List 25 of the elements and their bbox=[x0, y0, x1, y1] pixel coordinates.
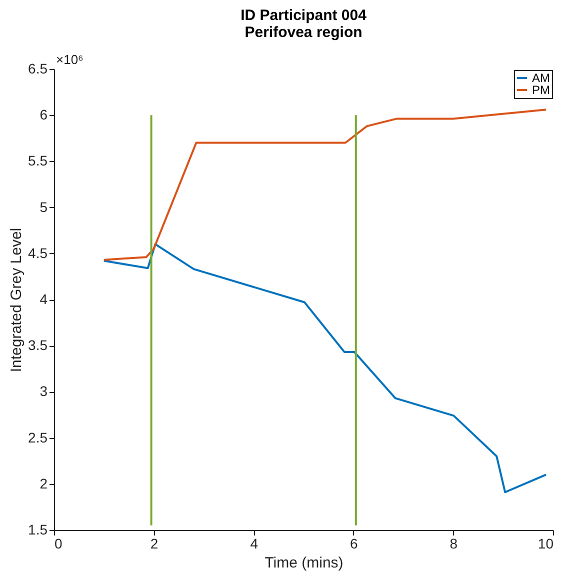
y-tick-label: 4 bbox=[40, 291, 48, 307]
y-tick-label: 5 bbox=[40, 198, 48, 215]
legend-label: PM bbox=[532, 83, 550, 97]
y-tick-label: 4.5 bbox=[28, 244, 48, 261]
text: ×10⁶ bbox=[56, 52, 84, 67]
y-axis-title: Integrated Grey Level bbox=[8, 228, 26, 372]
x-tick-label: 10 bbox=[538, 536, 554, 552]
x-tick-label: 0 bbox=[54, 536, 62, 552]
y-tick-label: 1.5 bbox=[28, 522, 48, 538]
legend-label: AM bbox=[532, 71, 550, 85]
y-tick-label: 6 bbox=[40, 106, 48, 123]
y-tick-label: 5.5 bbox=[28, 152, 48, 169]
x-axis-title: Time (mins) bbox=[264, 554, 344, 572]
y-tick-label: 3 bbox=[40, 383, 48, 400]
line-series bbox=[102, 243, 548, 494]
x-tick-label: 6 bbox=[350, 536, 358, 552]
y-tick-label: 3.5 bbox=[28, 337, 48, 354]
x-tick-label: 8 bbox=[450, 536, 458, 552]
x-tick-label: 2 bbox=[150, 536, 158, 552]
y-tick-label: 2 bbox=[40, 475, 48, 492]
x-tick-label: 4 bbox=[250, 536, 258, 552]
chart-title: ID Participant 004 Perifovea region bbox=[240, 7, 368, 41]
y-tick-label: 2.5 bbox=[28, 429, 48, 446]
y-tick-label: 6.5 bbox=[28, 60, 48, 76]
line-series bbox=[102, 108, 548, 261]
